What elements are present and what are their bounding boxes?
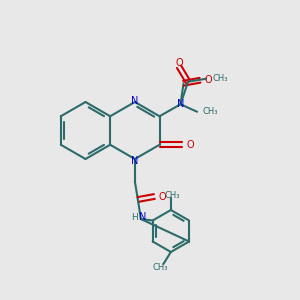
Text: CH₃: CH₃ bbox=[202, 107, 218, 116]
Text: N: N bbox=[139, 212, 146, 223]
Text: O: O bbox=[175, 58, 183, 68]
Text: H: H bbox=[131, 213, 138, 222]
Text: N: N bbox=[177, 99, 184, 109]
Text: CH₃: CH₃ bbox=[153, 263, 168, 272]
Text: N: N bbox=[130, 155, 138, 166]
Text: O: O bbox=[159, 191, 166, 202]
Text: O: O bbox=[187, 140, 194, 150]
Text: CH₃: CH₃ bbox=[165, 190, 180, 200]
Text: N: N bbox=[130, 95, 138, 106]
Text: CH₃: CH₃ bbox=[212, 74, 227, 83]
Text: O: O bbox=[205, 75, 212, 85]
